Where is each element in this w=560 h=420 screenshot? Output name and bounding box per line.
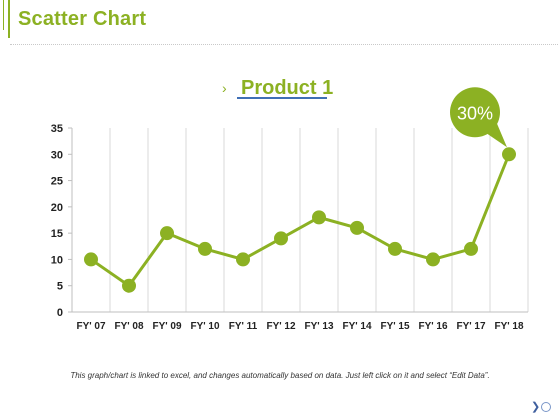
x-tick-label: FY' 14 <box>342 321 371 332</box>
data-point[interactable] <box>426 252 440 267</box>
data-point[interactable] <box>274 231 288 246</box>
data-point[interactable] <box>84 252 98 267</box>
chart-title-group: › Product 1 <box>222 77 333 99</box>
data-point[interactable] <box>350 220 364 235</box>
callout-layer: 30% <box>450 87 507 148</box>
x-tick-label: FY' 11 <box>229 321 258 332</box>
data-point[interactable] <box>198 241 212 256</box>
x-tick-label: FY' 16 <box>418 321 447 332</box>
y-tick-label: 20 <box>51 202 63 214</box>
y-tick-label: 0 <box>57 307 63 319</box>
y-tick-label: 25 <box>51 176 63 188</box>
data-point[interactable] <box>122 278 136 293</box>
footnote: This graph/chart is linked to excel, and… <box>70 371 490 380</box>
title-accent-bar <box>8 0 10 38</box>
x-tick-label: FY' 07 <box>76 321 105 332</box>
axis-layer: 0 5 10 15 20 25 30 35 FY' 07 FY' 08 FY' 09 FY' 10 FY… <box>51 123 528 332</box>
x-tick-label: FY' 15 <box>380 321 409 332</box>
title-accent-line <box>3 0 4 30</box>
x-tick-label: FY' 18 <box>494 321 523 332</box>
y-tick-label: 15 <box>51 228 63 240</box>
series-layer <box>84 147 516 293</box>
title-divider <box>10 44 558 45</box>
circle-icon[interactable] <box>541 402 551 412</box>
data-point[interactable] <box>464 241 478 256</box>
y-tick-label: 10 <box>51 254 63 266</box>
data-point[interactable] <box>236 252 250 267</box>
x-tick-label: FY' 09 <box>152 321 181 332</box>
x-tick-label: FY' 08 <box>114 321 143 332</box>
data-point[interactable] <box>312 210 326 225</box>
chart-title-chevron-icon: › <box>222 80 227 96</box>
data-point[interactable] <box>160 226 174 241</box>
y-tick-label: 35 <box>51 123 63 135</box>
callout-bubble <box>450 87 500 138</box>
data-point[interactable] <box>502 147 516 162</box>
chevron-right-icon[interactable]: ❯ <box>531 401 541 413</box>
y-tick-label: 30 <box>51 149 63 161</box>
x-tick-label: FY' 13 <box>304 321 333 332</box>
slide-title: Scatter Chart <box>18 8 147 30</box>
chart-title: Product 1 <box>241 77 333 99</box>
x-tick-label: FY' 12 <box>266 321 295 332</box>
callout-label: 30% <box>457 103 493 123</box>
grid-layer <box>71 128 529 312</box>
data-point[interactable] <box>388 241 402 256</box>
x-tick-label: FY' 17 <box>456 321 485 332</box>
x-tick-label: FY' 10 <box>190 321 219 332</box>
y-tick-label: 5 <box>57 281 63 293</box>
